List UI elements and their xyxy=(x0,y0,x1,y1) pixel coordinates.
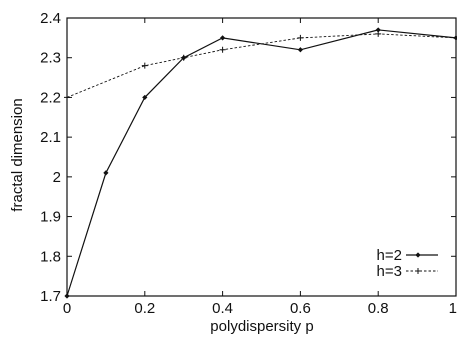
x-tick-label: 0.4 xyxy=(212,300,233,317)
data-point-h=2 xyxy=(103,170,109,176)
data-point-h=2 xyxy=(142,94,148,101)
series-line-h=2 xyxy=(66,29,457,297)
plot-frame xyxy=(66,17,457,297)
data-point-h=3 xyxy=(219,46,226,53)
legend-label-h=3: h=3 xyxy=(377,263,402,280)
data-point-h=3 xyxy=(297,34,304,41)
data-point-h=2 xyxy=(220,35,226,41)
y-tick-label: 1.8 xyxy=(40,248,61,265)
x-tick-label: 1 xyxy=(449,300,457,317)
x-tick-label: 0.2 xyxy=(134,300,155,317)
data-point-h=3 xyxy=(180,54,187,61)
data-point-h=2 xyxy=(375,27,381,33)
y-tick-label: 2.4 xyxy=(40,10,61,27)
y-tick-label: 2.3 xyxy=(40,50,61,67)
data-point-h=3 xyxy=(141,62,148,69)
x-tick-label: 0 xyxy=(63,300,71,317)
legend-marker-h=3 xyxy=(415,268,421,274)
y-tick-label: 2.1 xyxy=(40,129,61,146)
x-tick-label: 0.8 xyxy=(368,300,389,317)
legend-label-h=2: h=2 xyxy=(377,247,402,264)
data-point-h=2 xyxy=(64,293,70,299)
x-axis-title: polydispersity p xyxy=(210,318,313,335)
data-point-h=3 xyxy=(453,34,457,41)
y-axis-title: fractal dimension xyxy=(9,98,26,211)
legend-marker-h=2 xyxy=(415,252,421,258)
y-tick-label: 1.7 xyxy=(40,288,61,305)
plot-layer: 0 0.2 0.4 0.6 0.8 1 1.7 1.8 1.9 2 2.1 2.2 2.3 2.4 h=2h… xyxy=(40,10,457,317)
y-tick-label: 2.2 xyxy=(40,89,61,106)
data-point-h=3 xyxy=(375,30,382,37)
y-tick-label: 2 xyxy=(53,169,61,186)
data-point-h=3 xyxy=(64,94,70,101)
y-tick-label: 1.9 xyxy=(40,209,61,226)
x-tick-label: 0.6 xyxy=(290,300,311,317)
data-point-h=2 xyxy=(297,47,303,53)
series-line-h=3 xyxy=(66,33,457,98)
